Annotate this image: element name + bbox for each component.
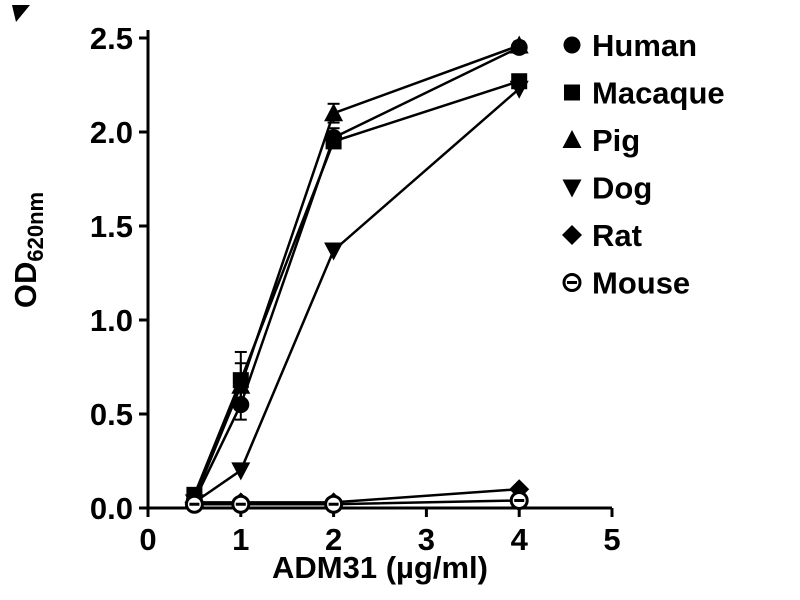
legend-item-pig: Pig <box>562 123 640 158</box>
y-tick-label: 2.0 <box>90 115 133 150</box>
legend-marker-rat <box>562 225 582 245</box>
legend-item-human: Human <box>563 28 697 63</box>
series-line <box>194 487 520 504</box>
series-line <box>193 44 520 500</box>
data-point-pig <box>509 35 529 54</box>
series-human <box>185 38 528 509</box>
axes <box>139 30 614 517</box>
y-tick-label: 2.5 <box>90 21 133 56</box>
legend-marker-human <box>563 36 581 54</box>
x-tick-label: 5 <box>603 522 620 557</box>
data-point-dog <box>509 80 529 99</box>
legend-marker-macaque <box>564 84 580 101</box>
series-mouse <box>184 490 529 514</box>
y-axis-title: OD620nm <box>8 192 48 308</box>
data-point-pig <box>324 103 344 122</box>
x-tick-label: 1 <box>232 522 249 557</box>
y-tick-label: 1.5 <box>90 209 133 244</box>
series-line <box>193 46 520 502</box>
x-tick-label: 0 <box>139 522 156 557</box>
data-point-pig <box>231 375 251 394</box>
series-line <box>194 499 520 506</box>
corner-artifact <box>12 5 30 22</box>
y-tick-label: 0.5 <box>90 397 133 432</box>
data-point-macaque <box>325 133 342 150</box>
legend-label: Mouse <box>592 266 690 301</box>
legend: Human Macaque Pig Dog Rat Mouse <box>562 28 725 301</box>
legend-label: Dog <box>592 171 652 206</box>
series-pig <box>184 35 529 507</box>
legend-label: Macaque <box>592 76 725 111</box>
series-line <box>193 80 520 496</box>
legend-label: Pig <box>592 123 640 158</box>
series-dog <box>184 80 529 513</box>
legend-item-rat: Rat <box>562 218 642 253</box>
x-tick-label: 3 <box>418 522 435 557</box>
data-point-dog <box>231 462 251 481</box>
x-tick-label: 4 <box>511 522 529 557</box>
series-macaque <box>186 73 528 503</box>
legend-marker-pig <box>562 130 582 148</box>
y-tick-label: 1.0 <box>90 303 133 338</box>
legend-item-mouse: Mouse <box>562 266 690 301</box>
data-point-dog <box>324 242 344 261</box>
series-line <box>193 87 521 504</box>
x-axis-title: ADM31 (µg/ml) <box>272 550 488 585</box>
legend-label: Human <box>592 28 697 63</box>
legend-item-macaque: Macaque <box>564 76 725 111</box>
legend-item-dog: Dog <box>562 171 652 206</box>
x-tick-label: 2 <box>325 522 342 557</box>
y-tick-label: 0.0 <box>90 491 133 526</box>
legend-marker-dog <box>562 179 582 198</box>
legend-label: Rat <box>592 218 642 253</box>
